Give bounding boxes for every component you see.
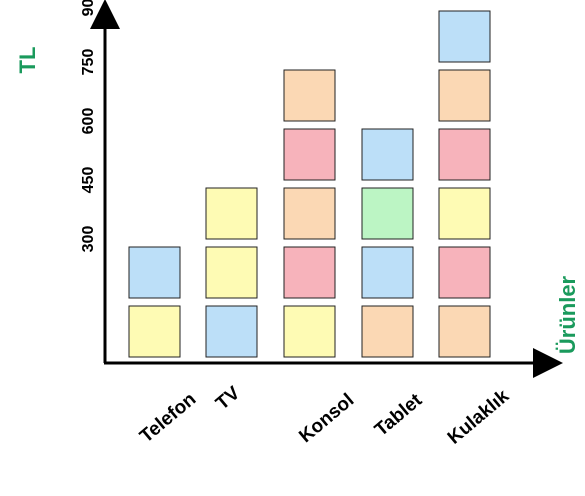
x-category-label: Tablet	[371, 389, 427, 441]
bar-block-konsol-5	[283, 69, 336, 122]
bar-block-telefon-1	[128, 305, 181, 358]
bar-block-kulaklık-1	[438, 305, 491, 358]
bar-block-tablet-2	[361, 246, 414, 299]
y-tick-label: 600	[80, 108, 97, 135]
bar-stacks	[128, 10, 491, 358]
y-tick-label: 750	[80, 49, 97, 76]
bar-block-konsol-2	[283, 246, 336, 299]
x-category-label: Telefon	[136, 389, 200, 448]
bar-block-kulaklık-6	[438, 10, 491, 63]
y-tick-labels: 300 450 600 750 900	[80, 0, 97, 252]
bar-block-kulaklık-4	[438, 128, 491, 181]
y-tick-label: 900	[80, 0, 97, 16]
bar-block-telefon-2	[128, 246, 181, 299]
y-axis-title: TL	[15, 47, 40, 74]
bar-block-kulaklık-2	[438, 246, 491, 299]
bar-block-konsol-4	[283, 128, 336, 181]
bar-block-tv-3	[205, 187, 258, 240]
x-axis-title: Ürünler	[555, 275, 580, 354]
bar-block-tv-1	[205, 305, 258, 358]
bar-block-tablet-4	[361, 128, 414, 181]
x-category-labels: Telefon TV Konsol Tablet Kulaklık	[136, 383, 514, 449]
bar-block-tablet-1	[361, 305, 414, 358]
x-category-label: Kulaklık	[444, 385, 514, 448]
bar-block-tv-2	[205, 246, 258, 299]
x-category-label: TV	[212, 383, 244, 415]
bar-block-konsol-3	[283, 187, 336, 240]
y-tick-label: 450	[80, 167, 97, 194]
bar-block-kulaklık-5	[438, 69, 491, 122]
bar-block-tablet-3	[361, 187, 414, 240]
y-tick-label: 300	[80, 226, 97, 253]
x-category-label: Konsol	[295, 390, 358, 447]
bar-block-konsol-1	[283, 305, 336, 358]
bar-block-kulaklık-3	[438, 187, 491, 240]
